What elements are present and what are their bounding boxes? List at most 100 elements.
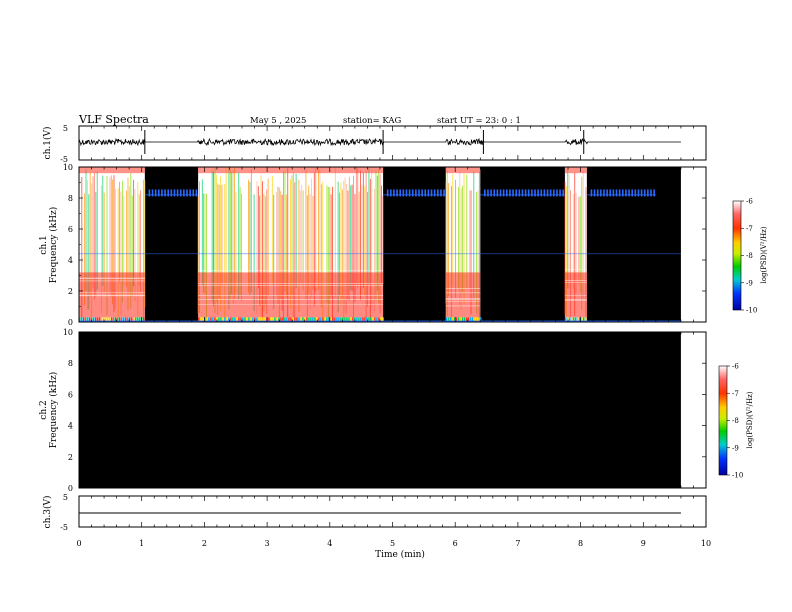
bottom-band xyxy=(290,317,292,321)
bottom-band xyxy=(344,317,346,321)
bottom-band xyxy=(256,317,258,321)
bottom-band xyxy=(254,317,256,321)
bottom-band xyxy=(250,317,252,321)
narrowband-signal xyxy=(183,189,185,197)
bottom-band xyxy=(576,317,579,321)
bottom-band xyxy=(475,317,478,321)
ch2-spectrogram-ytick-label: 0 xyxy=(68,484,73,493)
x-tick-label: 5 xyxy=(390,539,395,548)
bottom-band xyxy=(320,317,322,321)
ch2-colorbar-gradient xyxy=(718,365,728,476)
bottom-band xyxy=(220,317,222,321)
header-date: May 5 , 2025 xyxy=(250,116,306,126)
colorbar-tick-label: -6 xyxy=(732,363,739,371)
ch2-spectrogram-ylabel: Frequency (kHz) xyxy=(48,372,59,449)
bottom-band xyxy=(127,317,129,321)
bottom-band xyxy=(115,317,117,321)
x-tick-label: 7 xyxy=(515,539,520,548)
bottom-band xyxy=(133,317,135,321)
bottom-band xyxy=(83,317,85,321)
bottom-band xyxy=(447,317,450,321)
ch2-spectrogram-image xyxy=(79,332,681,488)
bottom-band xyxy=(445,317,448,321)
bottom-band xyxy=(95,317,97,321)
bottom-band xyxy=(236,317,238,321)
bottom-band xyxy=(208,317,210,321)
narrowband-signal xyxy=(411,189,414,197)
narrowband-signal xyxy=(179,189,182,197)
bottom-band xyxy=(230,317,232,321)
ch1-colorbar: log(PSD)(V²/Hz) -6 -7 -8 -9 -10 xyxy=(732,198,768,315)
x-axis-label: Time (min) xyxy=(375,549,425,560)
bottom-band xyxy=(324,317,326,321)
colorbar-tick-label: -7 xyxy=(746,225,753,233)
narrowband-signal xyxy=(186,189,188,197)
ch1-waveform-panel: 5 -5 ch.1(V) xyxy=(42,124,707,164)
ch1-colorbar-label: log(PSD)(V²/Hz) xyxy=(760,226,768,283)
bottom-band xyxy=(109,317,111,321)
bottom-band xyxy=(234,317,236,321)
bottom-band xyxy=(318,317,320,321)
bottom-band xyxy=(264,317,266,321)
narrowband-signal xyxy=(553,189,555,197)
narrowband-signal xyxy=(195,189,198,197)
bottom-band xyxy=(457,317,460,321)
bottom-band xyxy=(455,317,458,321)
bottom-band xyxy=(294,317,296,321)
bottom-band xyxy=(350,317,352,321)
narrowband-signal xyxy=(502,189,505,197)
bottom-band xyxy=(584,317,587,321)
bottom-band xyxy=(125,317,127,321)
narrowband-signal xyxy=(418,189,420,197)
narrowband-signal xyxy=(493,189,496,197)
bottom-band xyxy=(360,317,362,321)
bottom-band xyxy=(346,317,348,321)
narrowband-signal xyxy=(399,189,401,197)
bottom-band xyxy=(358,317,360,321)
header-station: station= KAG xyxy=(343,116,402,126)
bottom-band xyxy=(244,317,246,321)
bottom-band xyxy=(334,317,336,321)
ch1-waveform-ylabel: ch.1(V) xyxy=(42,127,53,160)
narrowband-signal xyxy=(543,189,546,197)
bottom-band xyxy=(270,317,272,321)
bottom-band xyxy=(282,317,284,321)
bottom-band xyxy=(284,317,286,321)
bottom-band xyxy=(469,317,472,321)
bottom-band xyxy=(473,317,476,321)
bottom-band xyxy=(97,317,99,321)
narrowband-signal xyxy=(521,189,524,197)
colorbar-tick-label: -7 xyxy=(732,390,739,398)
bottom-band xyxy=(224,317,226,321)
ch1-spectrogram-channel-label: ch.1 xyxy=(39,235,49,254)
bottom-band xyxy=(139,317,141,321)
bottom-band xyxy=(105,317,107,321)
bottom-band xyxy=(376,317,378,321)
bottom-band xyxy=(298,317,300,321)
bottom-band xyxy=(85,317,87,321)
bottom-band xyxy=(356,317,358,321)
narrowband-signal xyxy=(559,189,561,197)
ch1-waveform-trace xyxy=(78,130,681,154)
ch1-spectrogram-ytick-label: 8 xyxy=(68,194,73,203)
bottom-band xyxy=(348,317,350,321)
ch1-spectrogram-ylabel: Frequency (kHz) xyxy=(48,207,59,284)
bottom-band xyxy=(382,317,384,321)
bottom-band xyxy=(123,317,125,321)
narrowband-signal xyxy=(167,189,170,197)
narrowband-signal xyxy=(499,189,502,197)
narrowband-signal xyxy=(634,189,637,197)
narrowband-signal xyxy=(440,189,442,197)
narrowband-signal xyxy=(549,189,552,197)
ch1-colorbar-gradient xyxy=(732,200,742,311)
bottom-band xyxy=(286,317,288,321)
figure-title: VLF Spectra xyxy=(78,113,149,126)
bottom-band xyxy=(87,317,89,321)
bottom-band xyxy=(449,317,452,321)
narrowband-signal xyxy=(606,189,608,197)
colorbar-tick-label: -8 xyxy=(746,252,753,260)
bottom-band xyxy=(574,317,577,321)
bottom-band xyxy=(477,317,480,321)
ch1-waveform-line xyxy=(78,137,681,147)
bottom-band xyxy=(131,317,133,321)
